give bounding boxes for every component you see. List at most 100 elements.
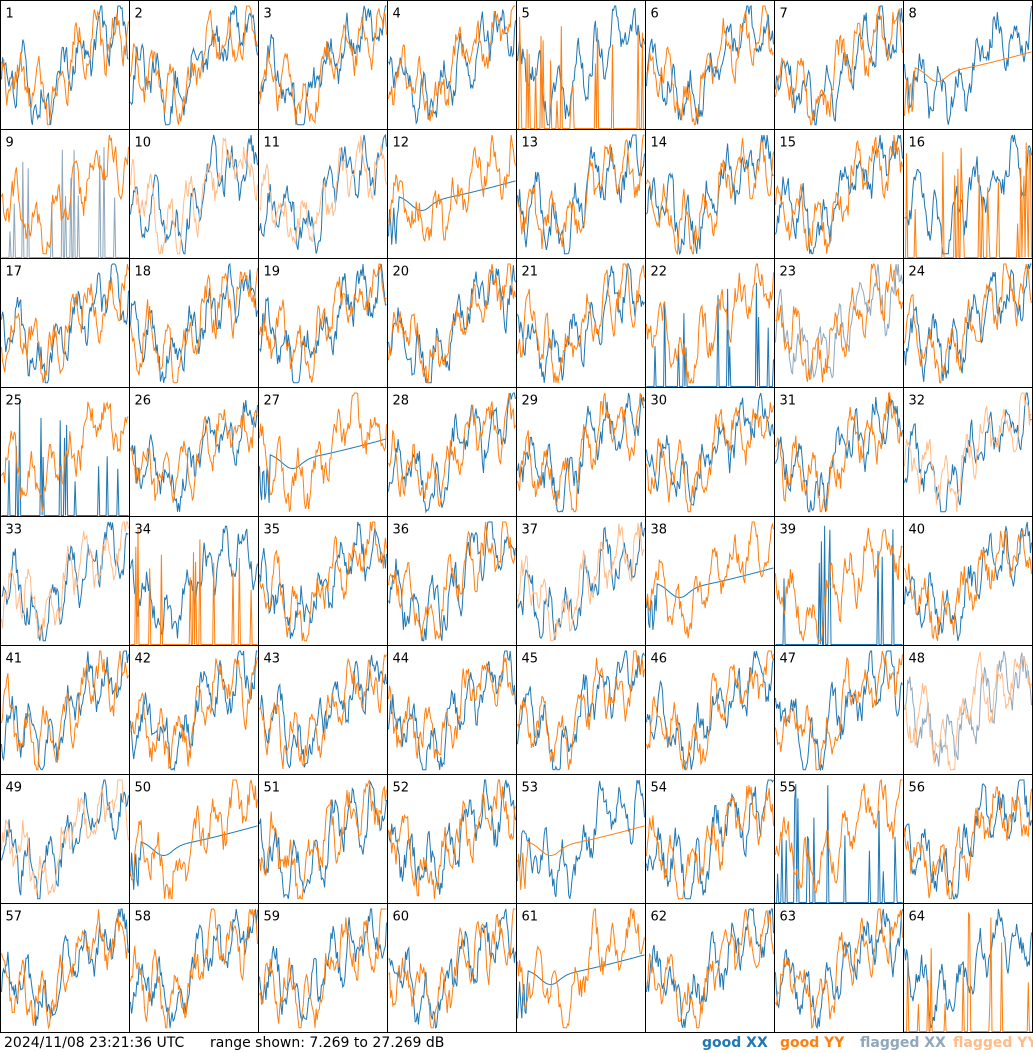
- series-xx-line: [130, 134, 258, 255]
- series-xx-line: [388, 180, 516, 245]
- panel-number-label: 10: [135, 136, 152, 151]
- panel-52: 52: [387, 774, 517, 904]
- panel-55: 55: [774, 774, 904, 904]
- panel-number-label: 12: [393, 136, 410, 151]
- series-yy-line: [646, 650, 774, 772]
- panel-frame: [129, 129, 259, 259]
- panel-number-label: 60: [393, 910, 410, 925]
- series-yy-line: [388, 908, 516, 1029]
- panel-21: 21: [516, 258, 646, 388]
- panel-number-label: 51: [264, 781, 281, 796]
- panel-number-label: 39: [780, 523, 797, 538]
- panel-number-label: 40: [909, 523, 926, 538]
- series-xx-line: [646, 282, 774, 387]
- series-yy-line: [388, 521, 516, 641]
- panel-39: 39: [774, 516, 904, 646]
- panel-48: 48: [903, 645, 1033, 775]
- panel-35: 35: [258, 516, 388, 646]
- panel-number-label: 25: [6, 394, 23, 409]
- series-xx-line: [1, 650, 129, 771]
- panel-number-label: 26: [135, 394, 152, 409]
- panel-frame: [516, 774, 646, 904]
- panel-number-label: 54: [651, 781, 668, 796]
- series-xx-line: [259, 655, 387, 769]
- panel-number-label: 20: [393, 265, 410, 280]
- panel-23: 23: [774, 258, 904, 388]
- panel-31: 31: [774, 387, 904, 517]
- series-yy-line: [904, 392, 1032, 512]
- series-yy-line: [775, 5, 903, 126]
- series-yy-line: [130, 779, 258, 900]
- panel-number-label: 53: [522, 781, 539, 796]
- panel-number-label: 33: [6, 523, 23, 538]
- series-xx-line: [517, 134, 645, 255]
- panel-number-label: 22: [651, 265, 668, 280]
- panel-number-label: 49: [6, 781, 23, 796]
- series-xx-line: [904, 134, 1032, 255]
- panel-17: 17: [0, 258, 130, 388]
- panel-15: 15: [774, 129, 904, 259]
- panel-42: 42: [129, 645, 259, 775]
- panel-number-label: 36: [393, 523, 410, 538]
- panel-22: 22: [645, 258, 775, 388]
- panel-32: 32: [903, 387, 1033, 517]
- panel-12: 12: [387, 129, 517, 259]
- series-xx-line: [646, 392, 774, 506]
- panel-30: 30: [645, 387, 775, 517]
- legend-flagged-yy: flagged YY: [953, 1035, 1033, 1051]
- panel-38: 38: [645, 516, 775, 646]
- panel-number-label: 19: [264, 265, 281, 280]
- panel-number-label: 5: [522, 7, 530, 22]
- series-xx-line: [1, 779, 129, 900]
- panel-number-label: 37: [522, 523, 539, 538]
- panel-41: 41: [0, 645, 130, 775]
- panel-number-label: 6: [651, 7, 659, 22]
- panel-frame: [516, 129, 646, 259]
- panel-24: 24: [903, 258, 1033, 388]
- panel-number-label: 42: [135, 652, 152, 667]
- panel-frame: [903, 0, 1033, 130]
- panel-frame: [516, 516, 646, 646]
- panel-number-label: 57: [6, 910, 23, 925]
- panel-frame: [258, 645, 388, 775]
- panel-number-label: 7: [780, 7, 788, 22]
- series-yy-line: [259, 135, 387, 245]
- panel-53: 53: [516, 774, 646, 904]
- panel-number-label: 30: [651, 394, 668, 409]
- panel-number-label: 55: [780, 781, 797, 796]
- panel-number-label: 23: [780, 265, 797, 280]
- panel-6: 6: [645, 0, 775, 130]
- panel-frame: [387, 129, 517, 259]
- series-xx-line: [130, 650, 258, 772]
- series-yy-line: [1, 521, 129, 639]
- panel-number-label: 11: [264, 136, 281, 151]
- series-yy-line: [1, 650, 129, 771]
- series-yy-line: [517, 908, 645, 1029]
- panel-number-label: 4: [393, 7, 401, 22]
- series-yy-line: [1, 909, 129, 1030]
- series-xx-line: [646, 134, 774, 256]
- panel-number-label: 28: [393, 394, 410, 409]
- legend-good-xx: good XX: [702, 1035, 768, 1051]
- series-yy-line: [130, 5, 258, 125]
- series-yy-line: [646, 785, 774, 900]
- panel-33: 33: [0, 516, 130, 646]
- series-xx-line: [775, 908, 903, 1030]
- panel-number-label: 24: [909, 265, 926, 280]
- panel-25: 25: [0, 387, 130, 517]
- panel-number-label: 14: [651, 136, 668, 151]
- series-yy-line: [259, 521, 387, 642]
- series-xx-line: [130, 825, 258, 890]
- panel-40: 40: [903, 516, 1033, 646]
- series-xx-line: [1, 263, 129, 384]
- series-yy-line: [130, 267, 258, 384]
- panel-54: 54: [645, 774, 775, 904]
- panel-number-label: 3: [264, 7, 272, 22]
- series-xx-line: [1, 521, 129, 642]
- panel-number-label: 48: [909, 652, 926, 667]
- series-xx-line: [388, 779, 516, 895]
- panel-number-label: 62: [651, 910, 668, 925]
- panel-number-label: 13: [522, 136, 539, 151]
- series-xx-line: [517, 954, 645, 1019]
